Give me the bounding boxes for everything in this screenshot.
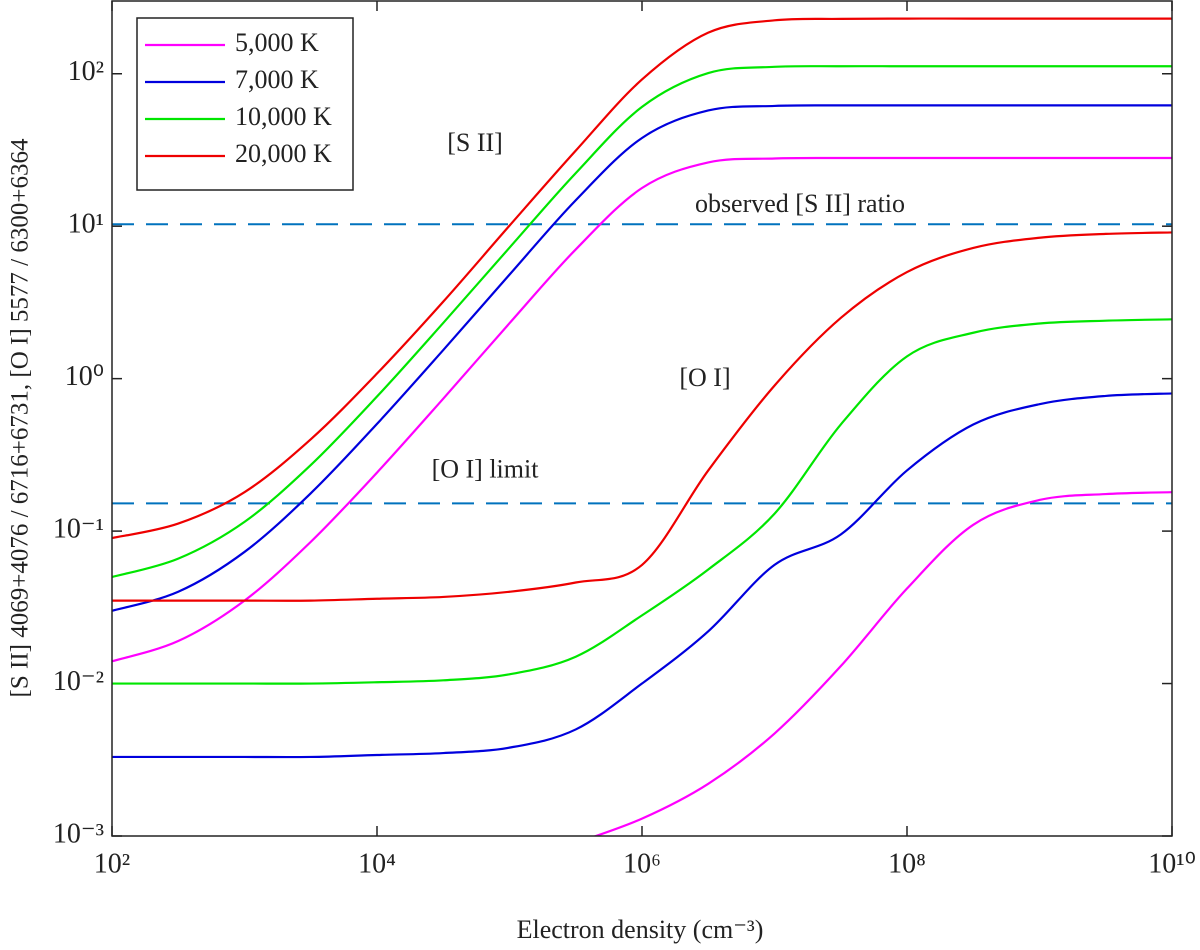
reference-label: observed [S II] ratio: [695, 189, 905, 218]
y-tick-label: 10¹: [68, 209, 104, 240]
x-tick-label: 10¹⁰: [1148, 848, 1196, 879]
legend-label: 10,000 K: [235, 102, 332, 131]
y-tick-label: 10⁻³: [53, 818, 104, 849]
data-line: [112, 17, 1172, 540]
y-tick-label: 10⁻¹: [53, 514, 104, 545]
data-line: [112, 65, 1172, 579]
reference-label: [O I] limit: [432, 454, 540, 483]
data-line: [112, 156, 1172, 663]
y-tick-label: 10²: [68, 56, 104, 87]
x-tick-label: 10²: [94, 848, 130, 879]
legend-label: 7,000 K: [235, 65, 319, 94]
legend-box: [136, 17, 354, 191]
data-line: [112, 104, 1172, 612]
plot-frame: [111, 0, 1173, 837]
legend-label: 5,000 K: [235, 28, 319, 57]
y-axis-label: [S II] 4069+4076 / 6716+6731, [O I] 5577…: [7, 138, 34, 697]
data-line: [112, 318, 1172, 685]
x-tick-label: 10⁸: [888, 848, 926, 879]
data-line: [592, 491, 1172, 836]
y-tick-label: 10⁻²: [53, 666, 104, 697]
x-tick-label: 10⁶: [623, 848, 661, 879]
plot-area: [112, 17, 1172, 836]
data-line: [112, 231, 1172, 602]
data-line: [112, 392, 1172, 759]
y-tick-label: 10⁰: [65, 361, 104, 392]
annotation: [S II]: [447, 128, 503, 157]
x-axis-label: Electron density (cm⁻³): [517, 915, 764, 944]
annotation: [O I]: [679, 363, 730, 392]
legend-label: 20,000 K: [235, 139, 332, 168]
x-tick-label: 10⁴: [358, 848, 396, 879]
